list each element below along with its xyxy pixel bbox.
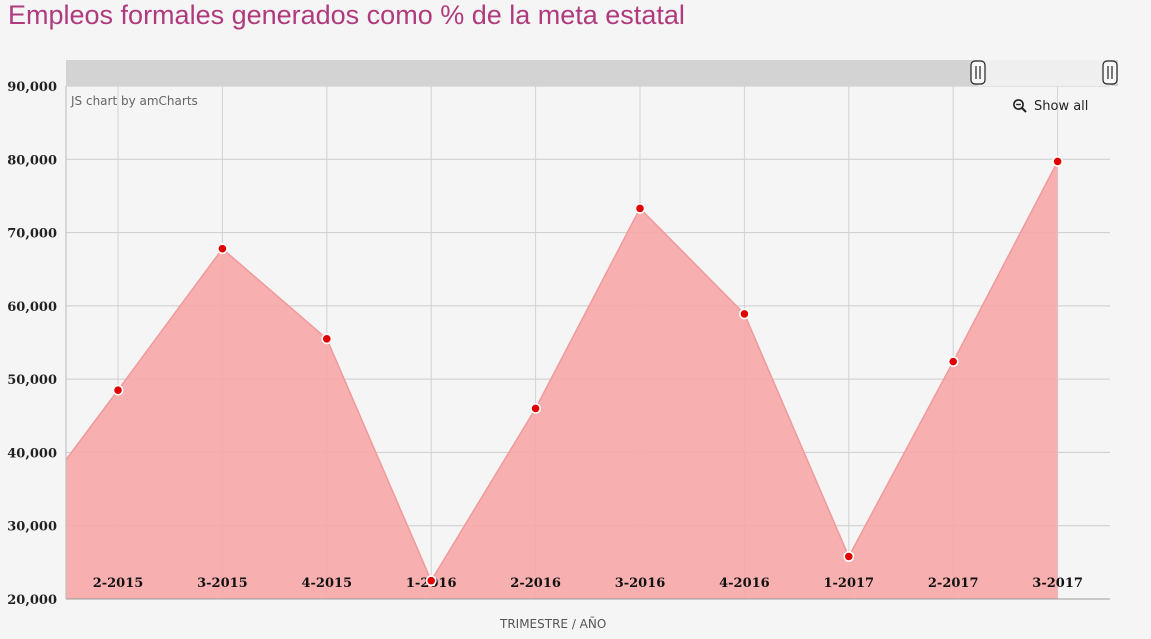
data-point — [739, 308, 750, 320]
x-axis-labels: 2-20153-20154-20151-20162-20163-20164-20… — [93, 576, 1083, 591]
scrollbar-selection — [978, 60, 1111, 86]
data-point — [634, 202, 646, 214]
chart-title: Empleos formales generados como % de la … — [8, 0, 685, 30]
y-tick-label: 90,000 — [7, 80, 57, 95]
chart-scrollbar — [66, 60, 1118, 86]
y-tick-label: 40,000 — [7, 446, 57, 461]
x-tick-label: 4-2015 — [301, 576, 352, 591]
y-tick-label: 80,000 — [7, 153, 57, 168]
axes — [65, 86, 1110, 600]
y-axis-labels: 20,000 30,000 40,000 50,000 60,000 70,000 80,0… — [7, 80, 57, 608]
x-tick-label: 3-2015 — [197, 576, 248, 591]
x-axis-title: TRIMESTRE / AÑO — [500, 617, 607, 631]
area-series — [65, 161, 1059, 599]
show-all-label: Show all — [1034, 98, 1089, 114]
data-point — [947, 356, 959, 367]
show-all-button[interactable]: Show all — [1012, 97, 1088, 115]
data-point — [425, 575, 437, 587]
data-point — [321, 333, 333, 345]
data-point — [112, 384, 124, 396]
y-tick-label: 20,000 — [7, 593, 57, 608]
y-tick-label: 70,000 — [7, 227, 57, 242]
zoom-out-icon — [1013, 99, 1027, 113]
grip-handle — [970, 60, 986, 85]
data-point — [216, 243, 228, 255]
x-tick-label: 2-2016 — [510, 576, 561, 591]
amcharts-credit[interactable]: JS chart by amCharts — [71, 94, 198, 108]
area-fill — [66, 161, 1058, 599]
y-tick-label: 50,000 — [7, 373, 57, 388]
data-points — [112, 156, 1063, 587]
x-tick-label: 3-2016 — [615, 576, 666, 591]
y-tick-label: 30,000 — [7, 520, 57, 535]
data-point — [530, 403, 541, 414]
scrollbar-track — [66, 60, 1118, 86]
grip-handle — [1102, 60, 1118, 85]
y-tick-label: 60,000 — [7, 300, 57, 315]
scrollbar-grip-icon[interactable] — [970, 60, 986, 85]
x-tick-label: 1-2017 — [823, 576, 874, 591]
x-tick-label: 4-2016 — [719, 576, 770, 591]
x-tick-label: 3-2017 — [1032, 576, 1083, 591]
x-tick-label: 2-2017 — [928, 576, 979, 591]
scrollbar-grip-icon[interactable] — [1102, 60, 1118, 85]
x-tick-label: 2-2015 — [93, 576, 144, 591]
data-point — [843, 551, 855, 562]
data-point — [1052, 156, 1063, 167]
